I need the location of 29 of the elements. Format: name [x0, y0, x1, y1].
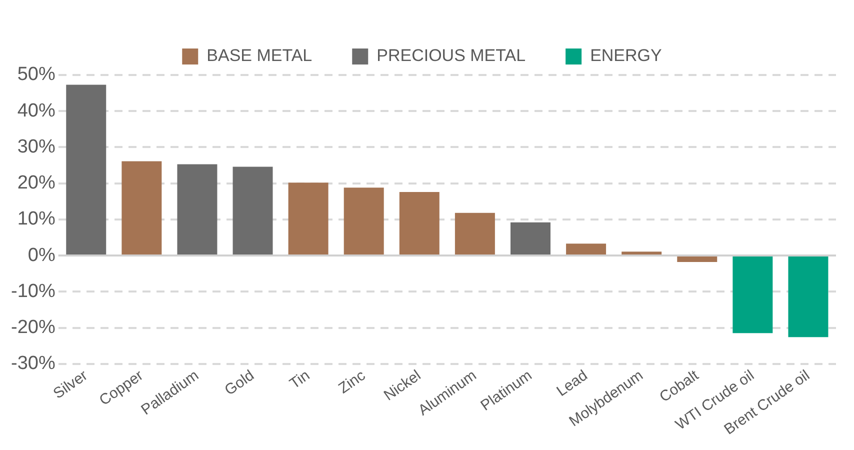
- legend-label: PRECIOUS METAL: [376, 46, 526, 66]
- y-tick-label: 40%: [17, 100, 56, 122]
- y-tick-label: -20%: [10, 316, 56, 338]
- bar: [454, 212, 495, 255]
- x-tick-label: Gold: [222, 366, 258, 400]
- bar: [177, 164, 218, 255]
- y-tick-label: 30%: [17, 136, 56, 158]
- bar: [510, 222, 550, 255]
- legend-label: BASE METAL: [206, 46, 312, 66]
- bar: [288, 182, 328, 255]
- y-tick-label: 50%: [17, 64, 56, 86]
- y-tick-label: -30%: [10, 353, 56, 374]
- bar: [122, 161, 162, 255]
- bar: [344, 188, 384, 255]
- y-tick-label: 0%: [28, 244, 56, 266]
- bar: [788, 256, 828, 338]
- bar: [232, 166, 273, 255]
- x-tick-label: Zinc: [336, 366, 369, 398]
- y-tick-label: -10%: [10, 280, 56, 302]
- bar: [732, 256, 773, 334]
- legend-label: ENERGY: [590, 46, 662, 66]
- y-tick-label: 20%: [17, 172, 56, 194]
- bar: [399, 192, 440, 255]
- bar: [566, 244, 606, 255]
- x-tick-label: Tin: [286, 366, 313, 393]
- bar: [677, 256, 718, 262]
- bar: [622, 252, 662, 255]
- bar: [66, 84, 106, 255]
- y-tick-label: 10%: [17, 208, 56, 230]
